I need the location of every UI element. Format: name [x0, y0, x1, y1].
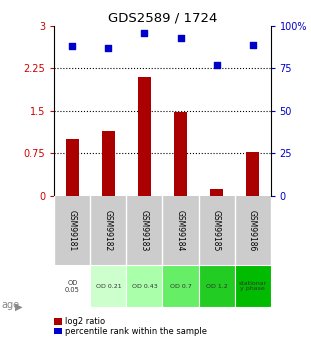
- Bar: [102, 131, 115, 196]
- Bar: [91, 265, 127, 307]
- Point: [250, 42, 255, 47]
- Text: GSM99185: GSM99185: [212, 210, 221, 251]
- Text: GSM99182: GSM99182: [104, 210, 113, 251]
- Point: [142, 30, 147, 36]
- Text: GSM99181: GSM99181: [68, 210, 77, 251]
- Bar: [54, 265, 91, 307]
- Bar: [162, 265, 198, 307]
- Bar: [127, 265, 162, 307]
- Point: [70, 43, 75, 49]
- Point: [106, 45, 111, 51]
- Point: [214, 62, 219, 68]
- Text: log2 ratio: log2 ratio: [65, 317, 105, 326]
- Text: OD 0.7: OD 0.7: [169, 284, 191, 288]
- Bar: [246, 152, 259, 196]
- Title: GDS2589 / 1724: GDS2589 / 1724: [108, 12, 217, 25]
- Text: stationar
y phase: stationar y phase: [239, 280, 267, 292]
- Bar: [138, 77, 151, 196]
- Text: OD 0.43: OD 0.43: [132, 284, 157, 288]
- Text: GSM99184: GSM99184: [176, 210, 185, 251]
- Text: age: age: [2, 300, 20, 310]
- Point: [178, 35, 183, 41]
- Text: GSM99183: GSM99183: [140, 210, 149, 251]
- Bar: [234, 265, 271, 307]
- Bar: [198, 265, 234, 307]
- Bar: [66, 139, 79, 196]
- Bar: [174, 112, 187, 196]
- Text: percentile rank within the sample: percentile rank within the sample: [65, 327, 207, 336]
- Text: ▶: ▶: [15, 302, 22, 311]
- Text: GSM99186: GSM99186: [248, 210, 257, 251]
- Bar: [210, 189, 223, 196]
- Text: OD
0.05: OD 0.05: [65, 279, 80, 293]
- Text: OD 0.21: OD 0.21: [96, 284, 121, 288]
- Text: OD 1.2: OD 1.2: [206, 284, 227, 288]
